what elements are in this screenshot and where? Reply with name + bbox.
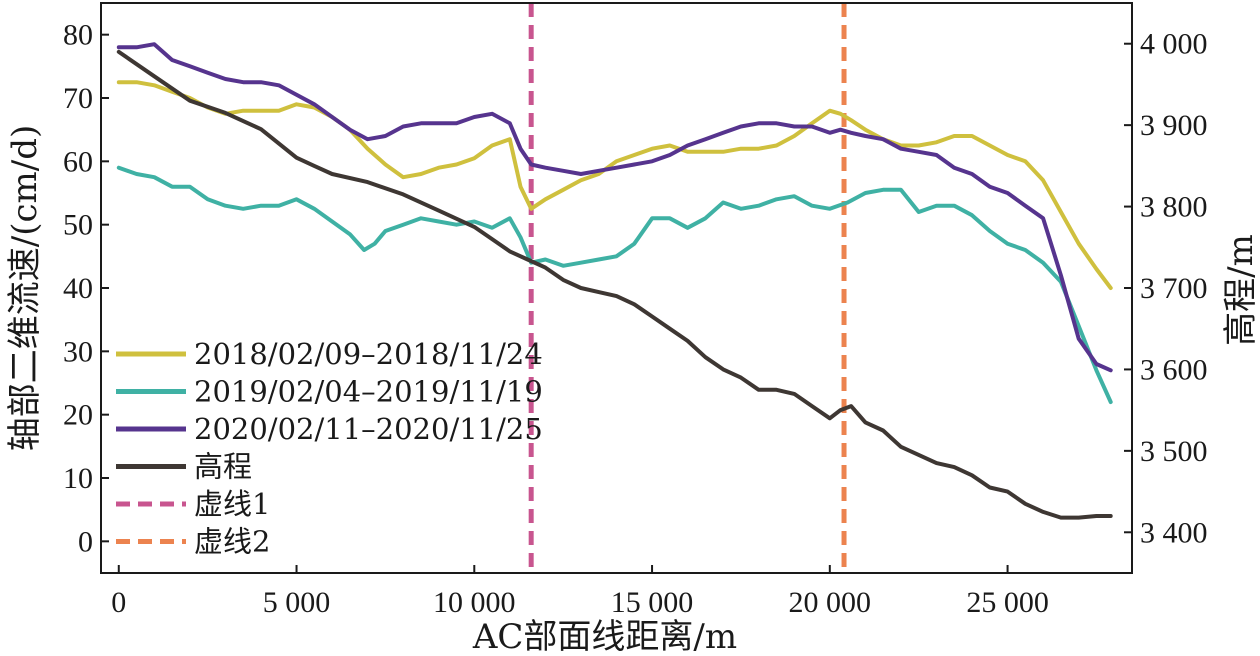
y-tick-label: 30 bbox=[63, 335, 93, 368]
series-lines bbox=[116, 42, 1113, 520]
legend-label: 2020/02/11–2020/11/25 bbox=[194, 412, 543, 446]
elevation-line bbox=[116, 49, 1113, 520]
x-axis-title: AC部面线距离/m bbox=[472, 617, 737, 656]
y-tick-label: 60 bbox=[63, 145, 93, 178]
y2-tick-label: 3 500 bbox=[1140, 435, 1208, 468]
legend-label: 高程 bbox=[194, 450, 252, 484]
x-tick-label: 20 000 bbox=[789, 586, 872, 619]
x-tick-label: 10 000 bbox=[433, 586, 516, 619]
legend-label: 2019/02/04–2019/11/19 bbox=[194, 375, 543, 409]
y2-tick-label: 3 700 bbox=[1140, 272, 1208, 305]
y2-tick-label: 3 400 bbox=[1140, 516, 1208, 549]
y-tick-label: 70 bbox=[63, 82, 93, 115]
x-tick-label: 0 bbox=[111, 586, 126, 619]
y-axis-left: 0 10 20 30 40 50 60 70 80 bbox=[63, 19, 109, 558]
reference-lines bbox=[528, 3, 847, 573]
y-tick-label: 40 bbox=[63, 272, 93, 305]
x-tick-label: 5 000 bbox=[263, 586, 331, 619]
y-axis-right: 3 400 3 500 3 600 3 700 3 800 3 900 4 000 bbox=[1124, 28, 1208, 549]
legend: 2018/02/09–2018/11/24 2019/02/04–2019/11/… bbox=[116, 337, 543, 559]
x-tick-label: 25 000 bbox=[966, 586, 1049, 619]
y2-tick-label: 3 900 bbox=[1140, 109, 1208, 142]
legend-label: 虚线1 bbox=[194, 487, 270, 521]
y-tick-label: 10 bbox=[63, 462, 93, 495]
series-line-2 bbox=[116, 165, 1113, 404]
y-axis-title: 轴部二维流速/(cm/d) bbox=[5, 125, 45, 452]
x-axis: 0 5 000 10 000 15 000 20 000 25 000 bbox=[111, 565, 1049, 619]
y2-tick-label: 4 000 bbox=[1140, 28, 1208, 61]
series-line-3 bbox=[116, 42, 1113, 373]
y2-tick-label: 3 600 bbox=[1140, 353, 1208, 386]
y-tick-label: 0 bbox=[78, 525, 93, 558]
y2-tick-label: 3 800 bbox=[1140, 191, 1208, 224]
legend-label: 虚线2 bbox=[194, 525, 270, 559]
series-line-1 bbox=[116, 80, 1113, 290]
y-tick-label: 20 bbox=[63, 399, 93, 432]
y2-axis-title: 高程/m bbox=[1221, 234, 1260, 346]
y-tick-label: 80 bbox=[63, 19, 93, 52]
legend-label: 2018/02/09–2018/11/24 bbox=[194, 337, 543, 371]
x-tick-label: 15 000 bbox=[611, 586, 694, 619]
y-tick-label: 50 bbox=[63, 209, 93, 242]
